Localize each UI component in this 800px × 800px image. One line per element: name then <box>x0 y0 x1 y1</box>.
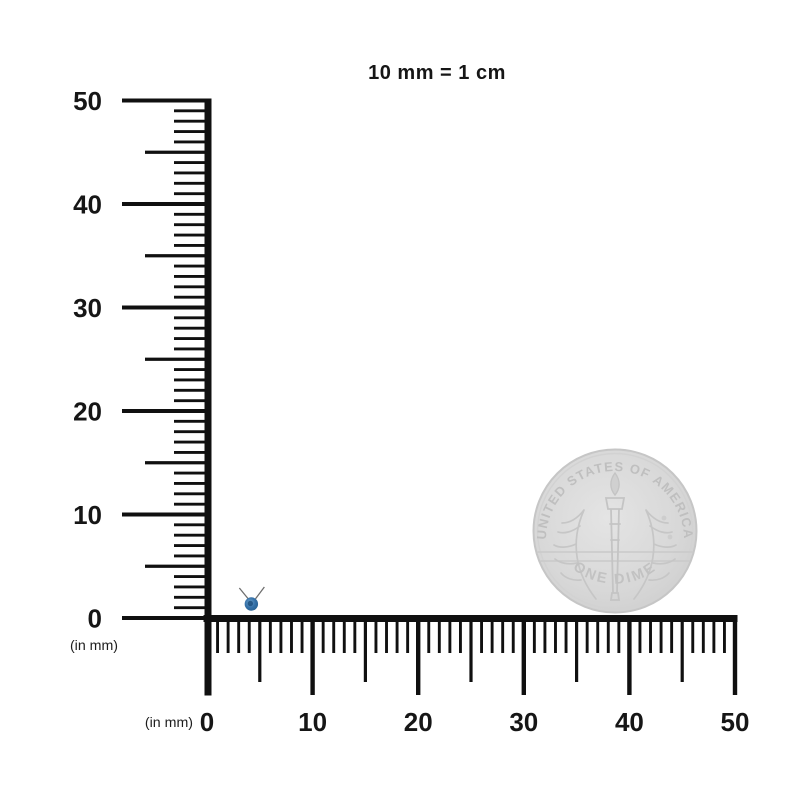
hruler-tick-label: 30 <box>509 707 538 737</box>
tick-specimen <box>238 586 265 611</box>
vertical-ruler-spine <box>204 98 212 696</box>
coin-acorn <box>667 534 673 540</box>
coin-oak-branch <box>633 509 677 600</box>
vertical-ruler: (in mm) 0 10 20 30 40 50 <box>70 86 212 696</box>
specimen-antenna-left <box>238 587 249 600</box>
coin-engraving <box>537 471 693 601</box>
vruler-tick-label: 0 <box>88 604 102 634</box>
specimen-antenna-right <box>254 586 265 600</box>
vertical-ruler-unit-label: (in mm) <box>70 638 118 654</box>
hruler-tick-label: 20 <box>404 707 433 737</box>
vruler-tick-label: 30 <box>73 293 102 323</box>
coin-rim <box>536 452 694 610</box>
vruler-tick-label: 40 <box>73 190 102 220</box>
hruler-tick-label: 10 <box>298 707 327 737</box>
horizontal-ruler-unit-label: (in mm) <box>145 715 193 731</box>
hruler-tick-label: 40 <box>615 707 644 737</box>
vruler-tick-label: 50 <box>73 86 102 116</box>
hruler-tick-label: 0 <box>200 707 214 737</box>
diagram-title: 10 mm = 1 cm <box>368 62 506 84</box>
dime-coin: UNITED STATES OF AMERICA ONE DIME <box>532 448 698 614</box>
vruler-tick-label: 10 <box>73 500 102 530</box>
hruler-tick-label: 50 <box>721 707 750 737</box>
coin-acorn <box>661 515 667 521</box>
coin-olive-branch <box>553 509 597 600</box>
coin-face <box>532 448 698 614</box>
horizontal-ruler: (in mm) 0 10 20 30 40 50 <box>145 615 750 737</box>
vruler-tick-label: 20 <box>73 397 102 427</box>
coin-torch <box>604 497 626 601</box>
specimen-body-spot <box>247 600 254 607</box>
coin-torch-flame <box>610 471 620 497</box>
